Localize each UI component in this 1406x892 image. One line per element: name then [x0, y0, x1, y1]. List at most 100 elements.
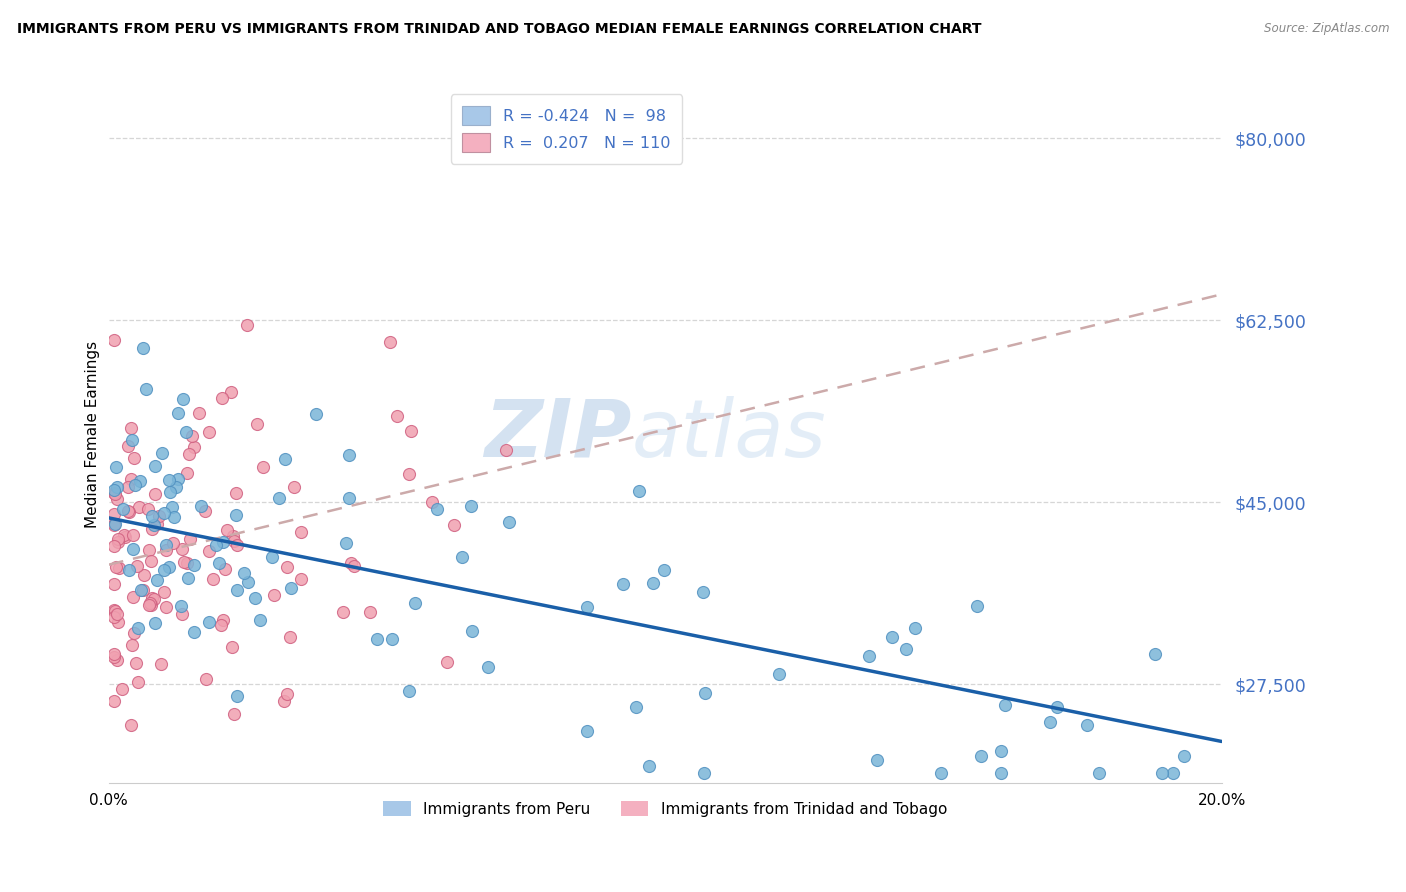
Point [141, 522, 163, 536]
Point [174, 425, 197, 440]
Point [128, 500, 150, 515]
Point [170, 542, 193, 557]
Point [107, 560, 129, 574]
Point [880, 630, 903, 644]
Point [105, 460, 128, 475]
Point [638, 759, 661, 773]
Text: atlas: atlas [631, 396, 827, 474]
Point [146, 516, 169, 531]
Point [225, 508, 247, 523]
Point [127, 674, 149, 689]
Point [121, 638, 143, 652]
Point [141, 591, 163, 606]
Point [209, 618, 232, 632]
Point [436, 655, 458, 669]
Point [143, 459, 166, 474]
Point [117, 504, 139, 518]
Point [150, 446, 173, 460]
Point [165, 480, 187, 494]
Point [167, 472, 190, 486]
Point [274, 452, 297, 467]
Point [225, 689, 247, 703]
Point [103, 333, 125, 347]
Point [131, 582, 153, 597]
Point [267, 491, 290, 505]
Point [176, 556, 198, 570]
Point [120, 472, 142, 486]
Point [1076, 717, 1098, 731]
Point [162, 509, 184, 524]
Point [118, 506, 141, 520]
Point [1038, 714, 1060, 729]
Point [143, 592, 166, 607]
Point [103, 518, 125, 533]
Point [153, 506, 176, 520]
Point [122, 527, 145, 541]
Point [280, 581, 302, 595]
Point [120, 421, 142, 435]
Point [652, 563, 675, 577]
Point [276, 687, 298, 701]
Point [105, 607, 128, 621]
Text: ZIP: ZIP [484, 396, 631, 474]
Point [103, 483, 125, 497]
Point [225, 538, 247, 552]
Point [103, 610, 125, 624]
Point [105, 653, 128, 667]
Point [104, 604, 127, 618]
Point [103, 486, 125, 500]
Point [896, 642, 918, 657]
Point [276, 560, 298, 574]
Point [114, 529, 136, 543]
Point [366, 632, 388, 647]
Point [107, 532, 129, 546]
Point [612, 577, 634, 591]
Point [337, 491, 360, 506]
Point [970, 749, 993, 764]
Point [155, 543, 177, 558]
Point [129, 583, 152, 598]
Point [1161, 765, 1184, 780]
Point [205, 538, 228, 552]
Point [103, 576, 125, 591]
Point [124, 451, 146, 466]
Point [157, 473, 180, 487]
Point [107, 615, 129, 629]
Point [103, 603, 125, 617]
Point [425, 501, 447, 516]
Point [283, 480, 305, 494]
Point [177, 447, 200, 461]
Point [117, 480, 139, 494]
Point [460, 624, 482, 638]
Point [343, 559, 366, 574]
Point [143, 616, 166, 631]
Point [121, 590, 143, 604]
Text: Source: ZipAtlas.com: Source: ZipAtlas.com [1264, 22, 1389, 36]
Point [176, 466, 198, 480]
Point [172, 392, 194, 406]
Point [398, 467, 420, 481]
Point [575, 600, 598, 615]
Point [249, 613, 271, 627]
Point [183, 558, 205, 573]
Point [183, 625, 205, 640]
Point [208, 556, 231, 570]
Point [221, 528, 243, 542]
Point [117, 439, 139, 453]
Point [385, 409, 408, 424]
Point [994, 698, 1017, 712]
Point [149, 657, 172, 672]
Point [335, 536, 357, 550]
Point [245, 591, 267, 605]
Point [236, 574, 259, 589]
Point [117, 563, 139, 577]
Point [104, 487, 127, 501]
Point [260, 549, 283, 564]
Point [222, 534, 245, 549]
Point [215, 523, 238, 537]
Point [181, 428, 204, 442]
Point [443, 517, 465, 532]
Point [139, 554, 162, 568]
Point [129, 475, 152, 489]
Point [990, 765, 1012, 780]
